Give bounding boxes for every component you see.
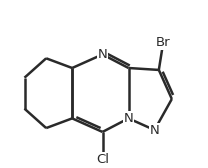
Text: N: N bbox=[98, 48, 107, 61]
Text: Cl: Cl bbox=[96, 153, 109, 165]
Text: N: N bbox=[124, 112, 133, 125]
Text: N: N bbox=[150, 123, 159, 136]
Text: Br: Br bbox=[156, 36, 171, 49]
